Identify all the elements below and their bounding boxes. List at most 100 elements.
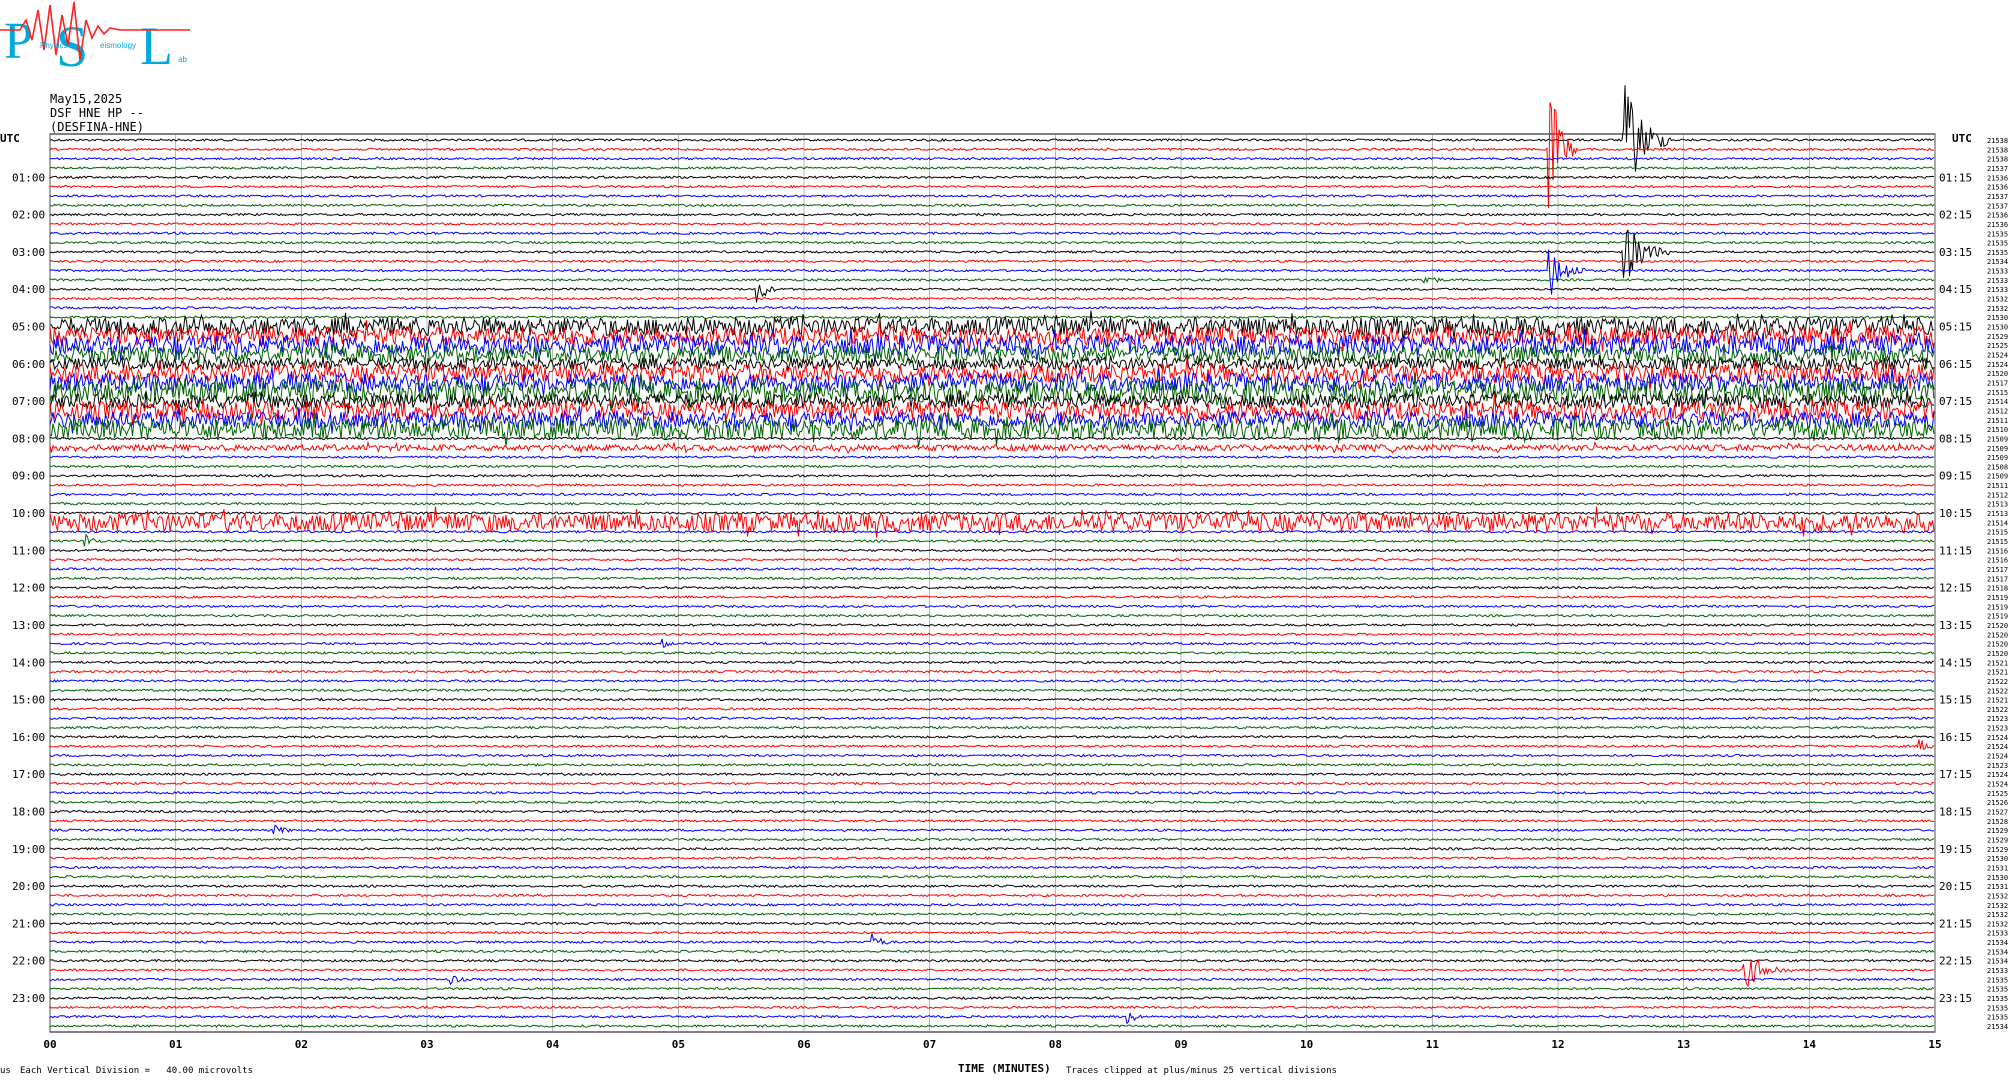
trace-line [49, 893, 1935, 898]
trace-line [49, 1012, 1935, 1025]
trace-count-label: 21537 [1987, 202, 2008, 210]
trace-count-label: 21514 [1987, 519, 2008, 527]
left-hour-label: 16:00 [12, 731, 45, 744]
trace-line [49, 194, 1935, 198]
right-hour-label: 05:15 [1939, 321, 1972, 334]
trace-count-label: 21519 [1987, 603, 2008, 611]
left-hour-label: 10:00 [12, 507, 45, 520]
trace-count-label: 21514 [1987, 398, 2008, 406]
left-hour-label: 09:00 [12, 470, 45, 483]
svg-text:Physics: Physics [40, 41, 68, 50]
trace-count-label: 21509 [1987, 445, 2008, 453]
trace-line [49, 576, 1935, 581]
trace-count-label: 21523 [1987, 762, 2008, 770]
trace-count-label: 21516 [1987, 557, 2008, 565]
left-hour-label: 21:00 [12, 917, 45, 930]
trace-count-label: 21535 [1987, 995, 2008, 1003]
trace-line [49, 735, 1935, 739]
left-hour-label: 19:00 [12, 843, 45, 856]
trace-line [49, 824, 1935, 835]
trace-count-label: 21524 [1987, 771, 2008, 779]
trace-line [49, 585, 1935, 590]
trace-line [49, 688, 1934, 693]
trace-line [49, 739, 1935, 750]
station-code: DSF HNE HP -- [50, 106, 144, 120]
trace-count-label: 21535 [1987, 1014, 2008, 1022]
trace-line [49, 865, 1935, 870]
corner-mark: us [0, 1066, 11, 1076]
trace-line [49, 567, 1935, 571]
right-hour-label: 14:15 [1939, 656, 1972, 669]
trace-line [49, 357, 1935, 389]
left-hour-label: 20:00 [12, 880, 45, 893]
svg-text:P: P [4, 13, 33, 70]
trace-count-label: 21521 [1987, 697, 2008, 705]
trace-count-label: 21516 [1987, 547, 2008, 555]
trace-line [49, 660, 1935, 665]
right-hour-label: 15:15 [1939, 694, 1972, 707]
trace-count-label: 21509 [1987, 473, 2008, 481]
left-hour-label: 17:00 [12, 768, 45, 781]
trace-count-label: 21515 [1987, 538, 2008, 546]
trace-count-label: 21524 [1987, 743, 2008, 751]
right-hour-label: 19:15 [1939, 843, 1972, 856]
trace-count-label: 21532 [1987, 305, 2008, 313]
trace-line [49, 595, 1935, 599]
trace-line [49, 249, 1935, 295]
trace-count-label: 21532 [1987, 920, 2008, 928]
trace-count-label: 21535 [1987, 1004, 2008, 1012]
trace-count-label: 21532 [1987, 892, 2008, 900]
trace-count-label: 21537 [1987, 193, 2008, 201]
trace-count-label: 21515 [1987, 389, 2008, 397]
right-hour-label: 11:15 [1939, 544, 1972, 557]
right-hour-label: 13:15 [1939, 619, 1972, 632]
trace-count-label: 21531 [1987, 883, 2008, 891]
trace-count-label: 21518 [1987, 585, 2008, 593]
trace-line [49, 613, 1935, 618]
trace-line [49, 175, 1935, 180]
x-tick-label: 05 [672, 1038, 685, 1051]
trace-count-label: 21517 [1987, 566, 2008, 574]
trace-count-label: 21521 [1987, 669, 2008, 677]
trace-line [49, 85, 1935, 172]
trace-count-label: 21535 [1987, 240, 2008, 248]
trace-count-label: 21536 [1987, 221, 2008, 229]
trace-count-label: 21530 [1987, 855, 2008, 863]
trace-count-label: 21536 [1987, 174, 2008, 182]
trace-count-label: 21529 [1987, 846, 2008, 854]
trace-count-label: 21519 [1987, 613, 2008, 621]
trace-line [49, 753, 1935, 758]
trace-line [49, 958, 1935, 963]
record-date: May15,2025 [50, 92, 123, 106]
trace-count-label: 21537 [1987, 165, 2008, 173]
trace-line [49, 533, 1935, 547]
trace-line [49, 604, 1935, 609]
trace-count-label: 21520 [1987, 631, 2008, 639]
trace-count-label: 21511 [1987, 417, 2008, 425]
left-hour-label: 13:00 [12, 619, 45, 632]
trace-count-label: 21508 [1987, 463, 2008, 471]
plot-frame [49, 133, 1936, 1033]
trace-count-label: 21535 [1987, 230, 2008, 238]
trace-line [49, 284, 1935, 303]
trace-line [49, 762, 1935, 767]
left-hour-label: 01:00 [12, 171, 45, 184]
trace-line [49, 912, 1935, 917]
right-hour-label: 21:15 [1939, 917, 1972, 930]
trace-count-label: 21530 [1987, 874, 2008, 882]
right-hour-label: 01:15 [1939, 171, 1972, 184]
right-hour-label: 10:15 [1939, 507, 1972, 520]
trace-line [49, 388, 1935, 414]
trace-count-label: 21520 [1987, 622, 2008, 630]
left-hour-label: UTC [0, 132, 20, 145]
x-tick-label: 15 [1928, 1038, 1941, 1051]
left-hour-label: 23:00 [12, 992, 45, 1005]
trace-count-label: 21523 [1987, 715, 2008, 723]
trace-count-label: 21527 [1987, 808, 2008, 816]
trace-count-label: 21535 [1987, 986, 2008, 994]
trace-count-label: 21524 [1987, 352, 2008, 360]
trace-count-label: 21532 [1987, 296, 2008, 304]
trace-line [49, 319, 1935, 352]
trace-count-label: 21510 [1987, 426, 2008, 434]
